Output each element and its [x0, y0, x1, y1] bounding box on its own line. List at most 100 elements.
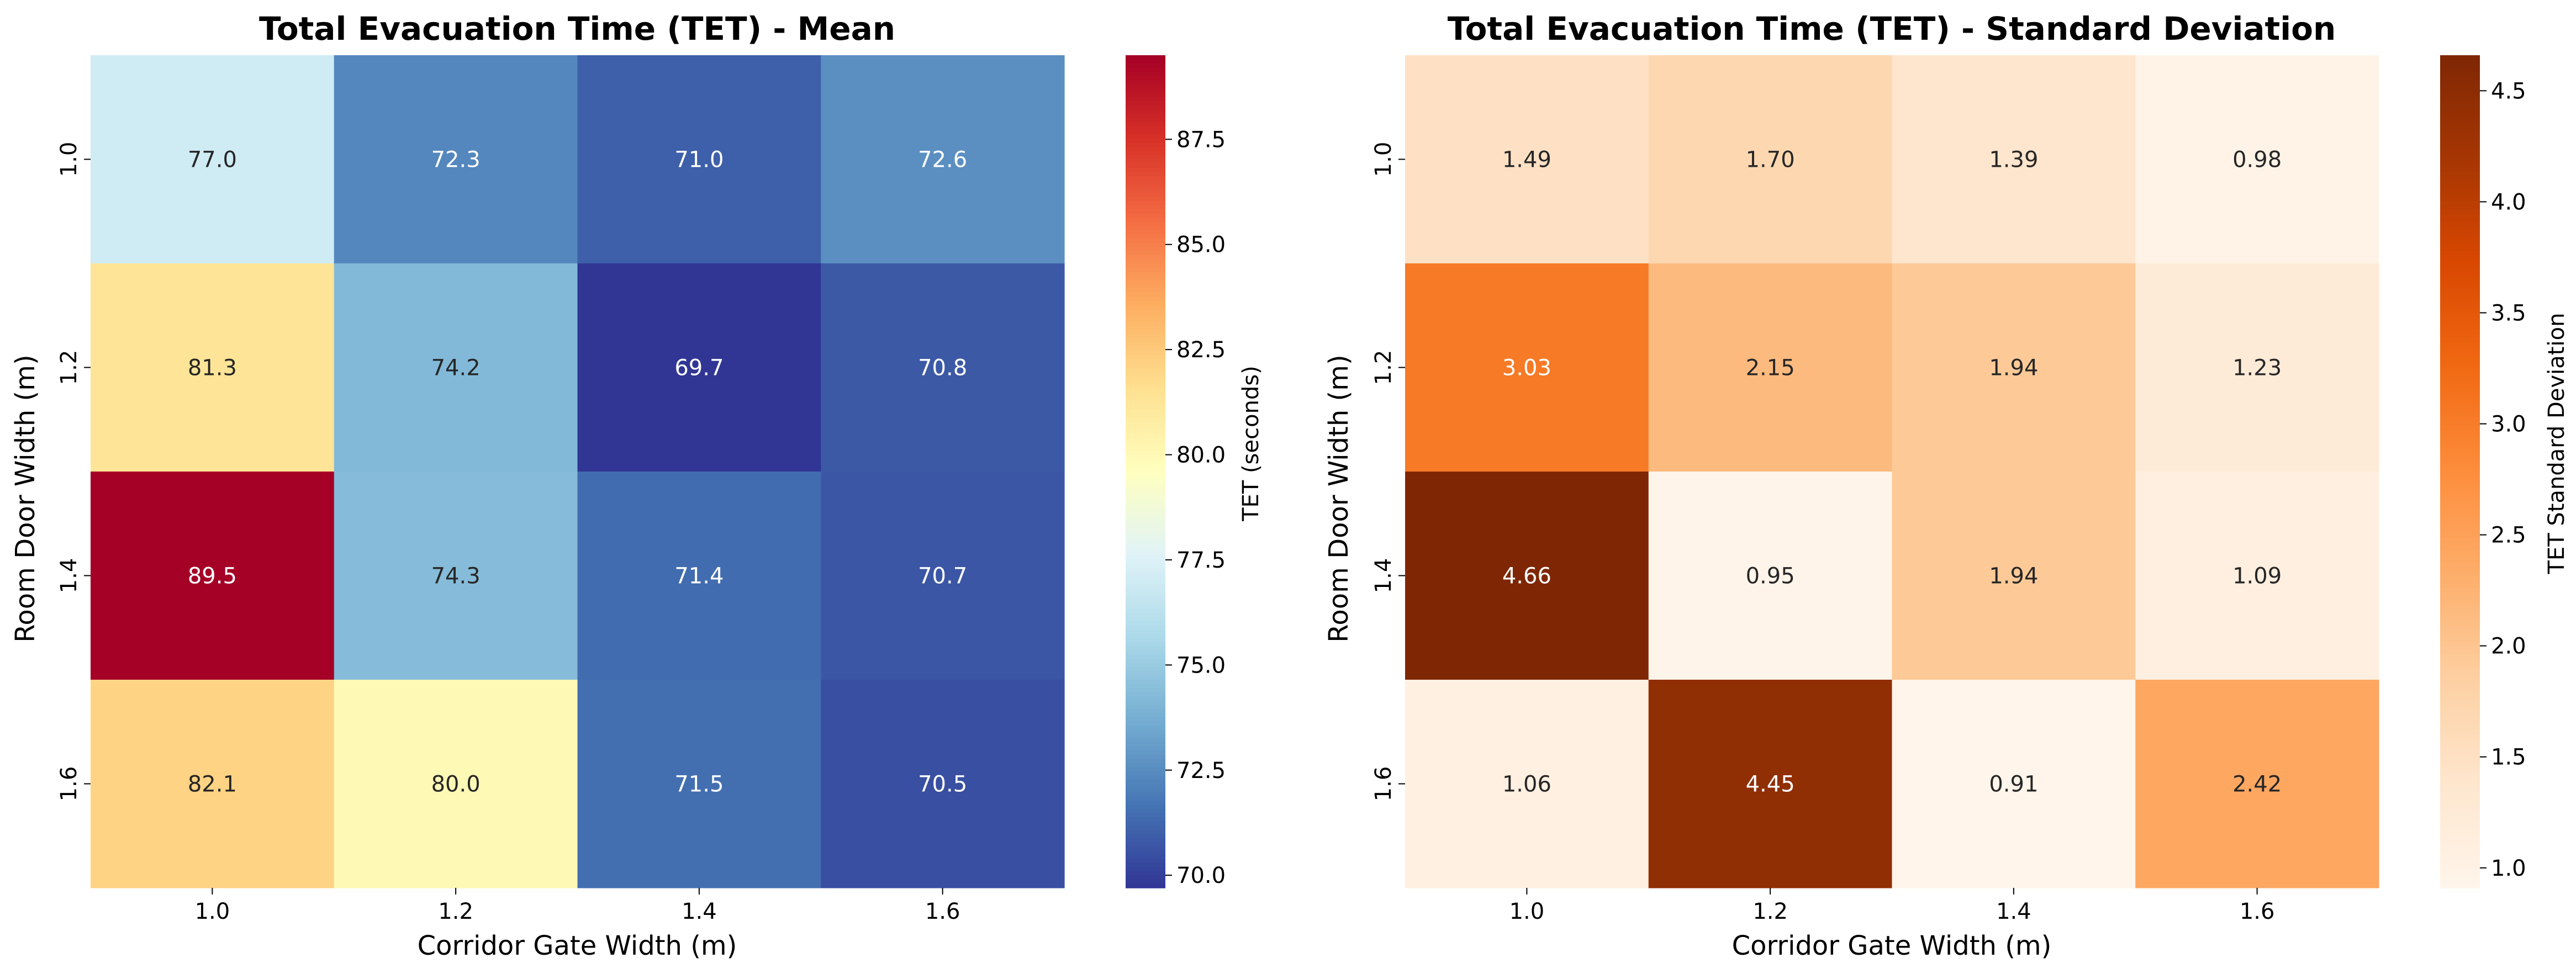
mean-colorbar-strip [1126, 317, 1165, 322]
std-colorbar-strip [2440, 63, 2480, 68]
std-colorbar-strip [2440, 309, 2480, 314]
std-colorbar-strip [2440, 426, 2480, 431]
mean-chart-title: Total Evacuation Time (TET) - Mean [259, 10, 895, 47]
std-cell-value-label: 3.03 [1502, 356, 1551, 381]
mean-colorbar-strip [1126, 342, 1165, 347]
std-colorbar-strip [2440, 763, 2480, 768]
mean-colorbar-strip [1126, 84, 1165, 89]
mean-colorbar-strip [1126, 472, 1165, 477]
mean-heatmap-cell [821, 263, 1065, 472]
mean-colorbar-strip [1126, 151, 1165, 156]
std-colorbar-strip [2440, 221, 2480, 226]
std-colorbar-strip [2440, 517, 2480, 522]
std-colorbar-strip [2440, 480, 2480, 485]
mean-colorbar-strip [1126, 592, 1165, 597]
mean-colorbar-strip [1126, 200, 1165, 206]
std-colorbar-strip [2440, 354, 2480, 360]
mean-colorbar-strip [1126, 188, 1165, 193]
std-heatmap-cell [1405, 55, 1649, 264]
std-colorbar-strip [2440, 197, 2480, 202]
std-colorbar-strip [2440, 317, 2480, 322]
mean-colorbar-strip [1126, 496, 1165, 501]
std-colorbar-strip [2440, 734, 2480, 739]
std-colorbar-strip [2440, 746, 2480, 751]
std-colorbar-strip [2440, 484, 2480, 489]
std-colorbar-strip [2440, 867, 2480, 872]
mean-colorbar-strip [1126, 426, 1165, 431]
std-colorbar-strip [2440, 796, 2480, 801]
mean-colorbar-strip [1126, 375, 1165, 380]
mean-colorbar-strip [1126, 446, 1165, 452]
std-colorbar-strip [2440, 621, 2480, 626]
std-colorbar-strip [2440, 571, 2480, 576]
mean-colorbar-strip [1126, 313, 1165, 318]
mean-colorbar-strip [1126, 554, 1165, 560]
mean-colorbar-strip [1126, 205, 1165, 210]
std-colorbar-strip [2440, 675, 2480, 680]
std-cell-value-label: 4.45 [1746, 772, 1795, 797]
std-colorbar-strip [2440, 575, 2480, 580]
std-cell-value-label: 2.42 [2232, 772, 2282, 797]
std-colorbar-strip [2440, 542, 2480, 547]
mean-colorbar-strip [1126, 300, 1165, 306]
mean-colorbar-strip [1126, 717, 1165, 722]
std-cell-value-label: 1.94 [1989, 356, 2038, 381]
std-colorbar-strip [2440, 130, 2480, 135]
std-cell-value-label: 1.06 [1502, 772, 1551, 797]
mean-heatmap-cell [91, 472, 335, 680]
std-colorbar-strip [2440, 671, 2480, 676]
mean-colorbar-strip [1126, 800, 1165, 805]
std-cell-value-label: 1.23 [2232, 356, 2282, 381]
std-colorbar-strip [2440, 475, 2480, 480]
std-heatmap-cell [1648, 472, 1893, 680]
mean-colorbar-strip [1126, 346, 1165, 352]
mean-heatmap-panel: Total Evacuation Time (TET) - Mean 77.0 7… [10, 10, 1264, 961]
mean-y-tick-label: 1.2 [56, 350, 82, 385]
std-cell-value-label: 0.91 [1989, 772, 2038, 797]
mean-heatmap-cell [91, 680, 335, 888]
mean-colorbar-strip [1126, 372, 1165, 377]
mean-colorbar-strip [1126, 213, 1165, 218]
mean-colorbar-strip [1126, 734, 1165, 739]
mean-colorbar-strip [1126, 484, 1165, 489]
mean-colorbar-strip [1126, 838, 1165, 843]
std-colorbar-strip [2440, 784, 2480, 788]
mean-colorbar-tick-label: 87.5 [1176, 127, 1226, 152]
std-colorbar-strip [2440, 584, 2480, 589]
std-colorbar-strip [2440, 288, 2480, 293]
std-colorbar-strip [2440, 792, 2480, 797]
mean-cell-value-label: 70.8 [918, 356, 967, 381]
std-cell-value-label: 1.09 [2232, 564, 2282, 589]
mean-cell-value-label: 70.5 [918, 772, 967, 797]
std-colorbar-strip [2440, 613, 2480, 618]
std-colorbar-strip [2440, 534, 2480, 539]
mean-colorbar-strip [1126, 167, 1165, 172]
mean-colorbar-strip [1126, 218, 1165, 223]
mean-heatmap-cell [821, 55, 1065, 264]
mean-colorbar-strip [1126, 367, 1165, 372]
std-colorbar-strip [2440, 155, 2480, 160]
std-colorbar-strip [2440, 313, 2480, 318]
std-colorbar-tick-label: 3.0 [2491, 412, 2526, 437]
std-colorbar-strip [2440, 833, 2480, 839]
std-colorbar-strip [2440, 380, 2480, 385]
std-colorbar-strip [2440, 417, 2480, 422]
std-colorbar-strip [2440, 405, 2480, 410]
mean-colorbar-strip [1126, 646, 1165, 652]
std-colorbar-strip [2440, 251, 2480, 256]
std-colorbar-strip [2440, 242, 2480, 247]
mean-colorbar-strip [1126, 738, 1165, 743]
std-colorbar-strip [2440, 605, 2480, 610]
mean-colorbar-strip [1126, 309, 1165, 314]
mean-colorbar-strip [1126, 754, 1165, 760]
std-colorbar-strip [2440, 142, 2480, 147]
std-colorbar-strip [2440, 608, 2480, 614]
mean-heatmap-cell [577, 55, 821, 264]
std-colorbar-strip [2440, 209, 2480, 214]
std-colorbar-strip [2440, 400, 2480, 406]
std-cell-value-label: 4.66 [1502, 564, 1551, 589]
mean-colorbar-strip [1126, 305, 1165, 310]
mean-colorbar-label: TET (seconds) [1238, 366, 1264, 522]
std-colorbar-strip [2440, 118, 2480, 123]
mean-colorbar-strip [1126, 692, 1165, 697]
